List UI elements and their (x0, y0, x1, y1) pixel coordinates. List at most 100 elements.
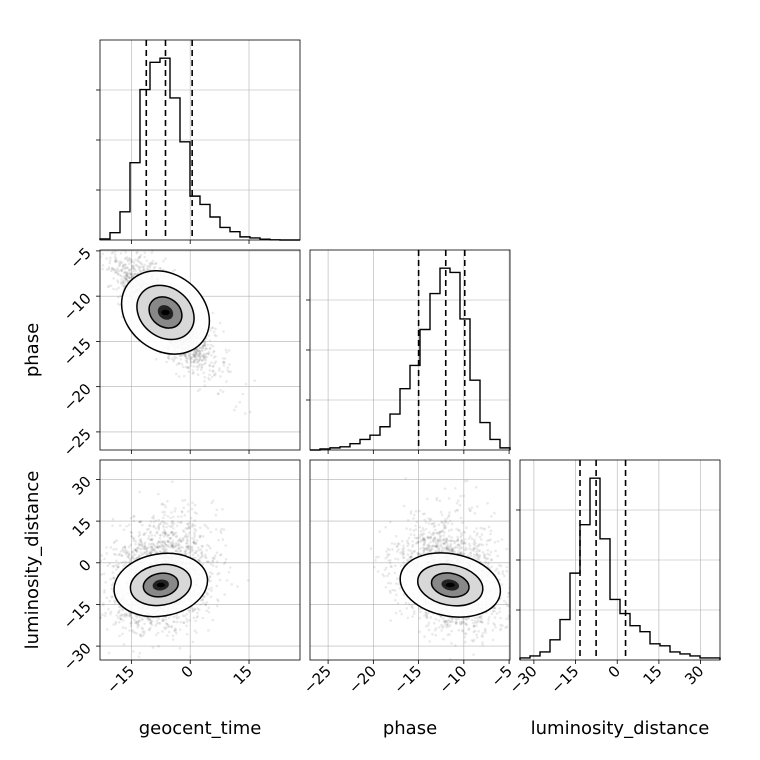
scatter-point (122, 643, 126, 646)
scatter-point (179, 620, 182, 624)
scatter-point (137, 256, 141, 260)
scatter-point (116, 281, 120, 284)
scatter-point (150, 251, 154, 255)
scatter-point (128, 262, 131, 266)
scatter-point (149, 619, 153, 623)
scatter-point (147, 628, 151, 631)
scatter-point (187, 370, 191, 374)
scatter-point (128, 614, 132, 617)
scatter-point (171, 544, 174, 548)
scatter-point (211, 559, 214, 563)
scatter-point (138, 651, 141, 655)
scatter-point (170, 544, 174, 547)
scatter-point (120, 554, 123, 557)
scatter-point (93, 241, 96, 244)
scatter-point (117, 610, 120, 614)
scatter-point (175, 356, 178, 360)
scatter-point (116, 272, 120, 275)
scatter-point (151, 538, 154, 541)
scatter-point (194, 619, 197, 623)
scatter-point (169, 541, 172, 545)
scatter-point (146, 265, 149, 269)
scatter-point (157, 492, 160, 496)
scatter-point (138, 266, 141, 270)
scatter-point (201, 616, 205, 620)
scatter-point (171, 480, 174, 484)
scatter-point (138, 530, 141, 534)
scatter-point (175, 372, 178, 376)
scatter-point (196, 354, 200, 358)
scatter-point (176, 550, 180, 553)
scatter-point (129, 273, 132, 277)
scatter-point (222, 330, 225, 333)
scatter-point (132, 537, 135, 541)
scatter-point (201, 535, 205, 538)
scatter-point (204, 361, 207, 365)
scatter-point (157, 518, 160, 522)
scatter-point (172, 546, 175, 549)
scatter-point (210, 586, 213, 590)
scatter-point (186, 366, 189, 369)
scatter-point (205, 560, 209, 564)
scatter-point (157, 546, 160, 549)
scatter-point (124, 263, 127, 267)
scatter-point (152, 525, 155, 529)
scatter-point (196, 389, 200, 393)
scatter-point (135, 616, 139, 619)
scatter-point (193, 531, 196, 534)
scatter-point (121, 619, 125, 622)
scatter-point (142, 269, 145, 272)
scatter-point (205, 347, 208, 351)
scatter-point (197, 354, 200, 358)
scatter-point (163, 528, 166, 532)
scatter-point (221, 357, 225, 360)
scatter-point (141, 634, 145, 637)
scatter-point (103, 557, 106, 561)
scatter-point (191, 607, 195, 611)
scatter-point (204, 346, 208, 350)
scatter-point (222, 360, 226, 364)
scatter-point (173, 545, 177, 549)
scatter-point (174, 628, 177, 632)
scatter-point (150, 262, 153, 265)
scatter-point (137, 619, 141, 623)
scatter-point (183, 549, 187, 553)
scatter-point (136, 626, 139, 629)
scatter-point (185, 546, 188, 550)
scatter-point (155, 545, 159, 548)
scatter-point (119, 268, 123, 272)
scatter-point (195, 549, 198, 553)
scatter-point (172, 522, 176, 525)
scatter-point (141, 630, 145, 633)
scatter-point (132, 519, 136, 523)
scatter-point (171, 638, 175, 641)
scatter-point (158, 267, 162, 270)
scatter-point (212, 356, 216, 359)
scatter-point (143, 630, 146, 633)
scatter-point (151, 516, 154, 519)
scatter-point (197, 359, 200, 363)
scatter-point (181, 539, 184, 542)
scatter-point (110, 584, 114, 587)
scatter-point (171, 539, 175, 542)
scatter-point (187, 366, 190, 370)
scatter-point (149, 550, 152, 553)
scatter-point (114, 547, 118, 551)
scatter-point (219, 388, 222, 392)
scatter-point (226, 366, 230, 369)
scatter-point (145, 546, 148, 549)
scatter-point (205, 609, 209, 612)
histogram-panel-phase (306, 249, 511, 451)
scatter-point (124, 626, 127, 630)
scatter-point (139, 540, 143, 544)
scatter-point (203, 344, 206, 348)
scatter-point (149, 530, 152, 534)
scatter-point (149, 552, 153, 555)
scatter-point (167, 533, 171, 536)
scatter-point (112, 552, 116, 556)
scatter-point (130, 258, 134, 262)
scatter-point (140, 263, 144, 266)
scatter-point (118, 303, 122, 307)
histogram-geocent_time-frame (99, 39, 301, 241)
scatter-point (212, 350, 215, 354)
